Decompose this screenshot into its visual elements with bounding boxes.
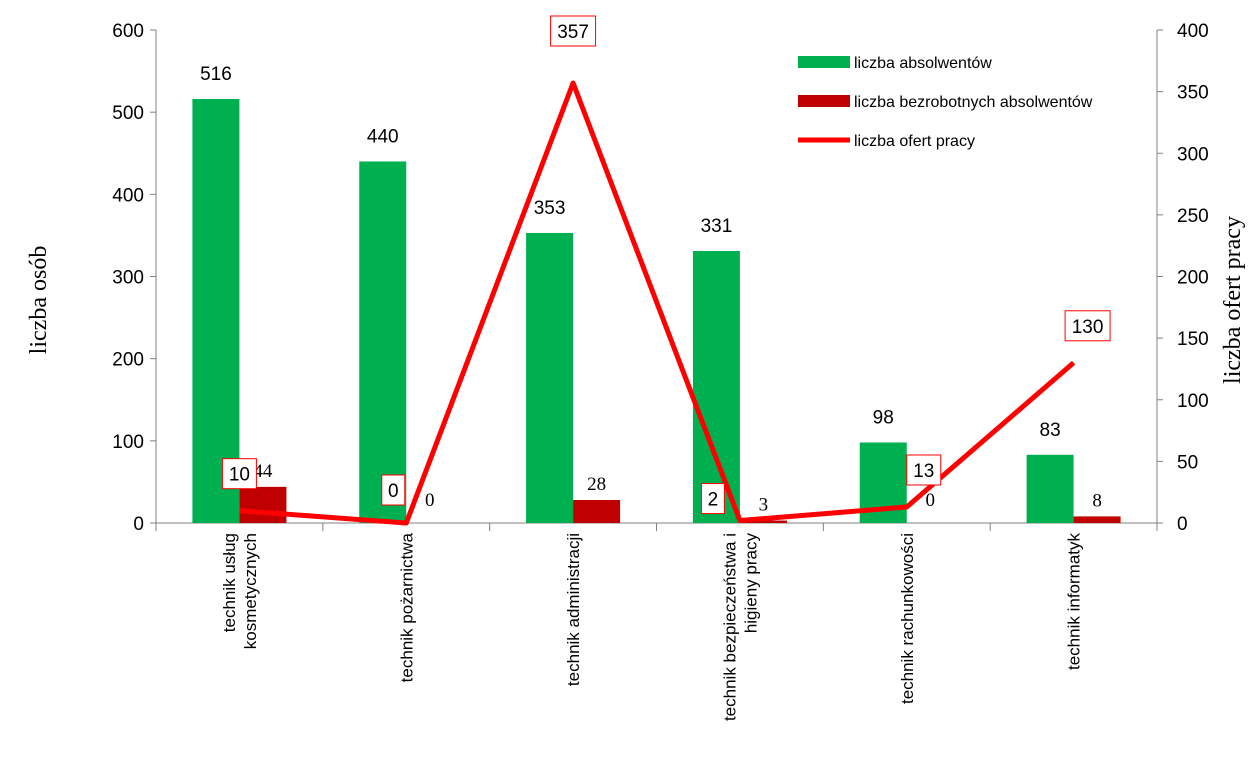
data-label-box-oferty (906, 454, 942, 486)
y-tick-label-right: 200 (1177, 268, 1209, 289)
bar-absolwenci (359, 161, 407, 523)
y-axis-left-title: liczba osób (26, 246, 52, 355)
x-tick-label: technik bezpieczeństwa i higieny pracy (720, 533, 760, 722)
data-label-box-oferty (700, 483, 725, 515)
x-tick-label-line: technik rachunkowości (898, 533, 917, 704)
legend-label: liczba bezrobotnych absolwentów (854, 94, 1093, 111)
data-label-absolwenci: 331 (701, 216, 733, 237)
y-axis-right-title: liczba ofert pracy (1220, 216, 1246, 384)
legend-swatch (798, 95, 850, 107)
bars (192, 99, 1121, 524)
x-tick-label-line: higieny pracy (741, 533, 760, 634)
x-tick-label-line: kosmetycznych (241, 533, 260, 649)
x-tick-label-line: technik administracji (564, 533, 583, 686)
y-tick-label-right: 400 (1177, 21, 1209, 42)
axes: 0100200300400500600050100150200250300350… (112, 21, 1208, 721)
legend: liczba absolwentów liczba bezrobotnych ab… (798, 55, 1093, 150)
y-tick-label-right: 250 (1177, 206, 1209, 227)
data-label-bezrobotni: 28 (587, 474, 606, 495)
data-label-bezrobotni: 44 (253, 461, 273, 482)
bar-bezrobotni (739, 520, 787, 523)
y-tick-label-right: 0 (1177, 514, 1188, 535)
legend-label: liczba absolwentów (854, 55, 992, 72)
data-label-oferty: 2 (708, 490, 719, 511)
x-tick-label-line: technik bezpieczeństwa i (720, 533, 739, 721)
y-tick-label-left: 300 (112, 268, 144, 289)
data-label-box-oferty (550, 15, 597, 47)
data-label-bezrobotni: 0 (425, 490, 435, 511)
data-label-absolwenci: 516 (200, 64, 232, 85)
x-tick-label-line: technik usług (220, 533, 239, 632)
y-tick-label-left: 500 (112, 103, 144, 124)
y-tick-label-left: 400 (112, 185, 144, 206)
x-tick-label: technik pożarnictwa (397, 532, 416, 682)
y-tick-label-left: 100 (112, 432, 144, 453)
data-label-absolwenci: 83 (1040, 420, 1061, 441)
y-tick-label-right: 350 (1177, 83, 1209, 104)
y-tick-label-left: 200 (112, 350, 144, 371)
data-label-bezrobotni: 8 (1092, 490, 1102, 511)
x-tick-label: technik administracji (564, 533, 583, 686)
x-tick-label-line: technik pożarnictwa (397, 532, 416, 682)
data-label-absolwenci: 353 (534, 198, 566, 219)
data-label-oferty: 357 (557, 22, 589, 43)
bar-bezrobotni (1073, 516, 1121, 523)
legend-swatch (798, 56, 850, 68)
data-label-box-oferty (221, 458, 257, 490)
data-label-bezrobotni: 0 (926, 490, 936, 511)
data-label-absolwenci: 440 (367, 126, 399, 147)
data-labels: 516 44 440 0 353 28 331 3 98 0 83 8 10 0 357 2 13 130 (200, 15, 1111, 516)
bar-absolwenci (692, 251, 740, 524)
data-label-bezrobotni: 3 (759, 495, 769, 516)
data-label-absolwenci: 98 (873, 407, 894, 428)
data-label-box-oferty (1064, 310, 1111, 342)
legend-label: liczba ofert pracy (854, 133, 975, 150)
x-tick-label: technik informatyk (1065, 533, 1084, 670)
bar-bezrobotni (239, 486, 287, 523)
y-tick-label-left: 600 (112, 21, 144, 42)
data-label-oferty: 130 (1072, 317, 1104, 338)
y-tick-label-right: 100 (1177, 391, 1209, 412)
y-tick-label-right: 300 (1177, 144, 1209, 165)
y-tick-label-right: 50 (1177, 452, 1198, 473)
data-label-oferty: 10 (229, 465, 250, 486)
bar-absolwenci (1026, 454, 1074, 523)
bar-absolwenci (526, 232, 574, 523)
data-label-box-oferty (381, 474, 406, 506)
y-tick-label-right: 150 (1177, 329, 1209, 350)
y-tick-label-left: 0 (133, 514, 144, 535)
bar-bezrobotni (573, 499, 621, 523)
x-tick-label-line: technik informatyk (1065, 533, 1084, 670)
x-tick-label: technik rachunkowości (898, 533, 917, 704)
data-label-oferty: 0 (388, 481, 399, 502)
bar-absolwenci (192, 99, 240, 524)
x-tick-label: technik usług kosmetycznych (220, 533, 260, 649)
data-label-oferty: 13 (913, 461, 934, 482)
